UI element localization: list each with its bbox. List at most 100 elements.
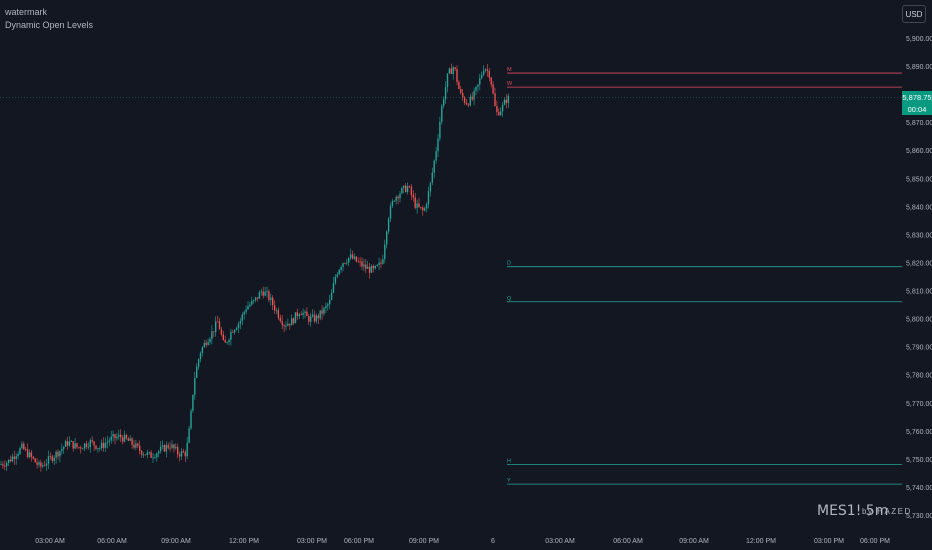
candle-body [454, 67, 456, 70]
candle-body [486, 69, 489, 71]
candle-body [424, 208, 426, 211]
candle-body [456, 69, 458, 82]
candle-body [42, 465, 44, 467]
price-axis-label: 5,860.00 [906, 148, 932, 155]
candle-body [418, 203, 420, 207]
candle-body [357, 261, 359, 263]
candle-body [279, 317, 281, 322]
candle-body [131, 438, 133, 445]
candle-body [380, 262, 382, 264]
candle-body [144, 454, 147, 456]
candle-body [232, 331, 234, 333]
candle-body [99, 448, 101, 449]
candle-body [95, 445, 97, 449]
candle-body [452, 67, 454, 74]
candle-body [182, 451, 185, 453]
candle-body [367, 266, 369, 269]
candle-body [399, 193, 401, 199]
candle-body [368, 266, 371, 273]
open-level-label: H [507, 458, 511, 464]
candle-body [289, 323, 291, 326]
candle-body [264, 291, 266, 296]
candle-body [45, 463, 48, 466]
candle-body [270, 297, 272, 301]
candle-body [338, 269, 340, 275]
candle-body [101, 442, 103, 449]
candle-body [6, 462, 8, 467]
candle-body [285, 325, 287, 327]
candle-body [26, 449, 29, 458]
candle-body [61, 448, 63, 452]
candle-body [273, 305, 276, 311]
candle-body [152, 457, 154, 459]
candle-body [205, 342, 207, 345]
candle-body [125, 434, 128, 439]
candle-body [387, 218, 390, 232]
candle-body [435, 151, 437, 161]
candle-body [473, 90, 475, 100]
candle-body [173, 444, 175, 449]
time-axis-label: 06:00 PM [344, 538, 374, 545]
open-level-label: D [507, 261, 511, 267]
indicator-label[interactable]: Dynamic Open Levels [5, 20, 94, 30]
candle-body [342, 263, 344, 267]
candle-body [80, 447, 82, 449]
candle-body [467, 104, 470, 106]
candle-body [475, 86, 477, 91]
candle-body [165, 445, 167, 452]
price-axis-label: 5,730.00 [906, 513, 932, 520]
candle-body [171, 444, 173, 448]
candle-body [365, 264, 367, 269]
candle-body [262, 291, 264, 296]
candle-body [7, 459, 10, 463]
candle-body [150, 452, 152, 458]
price-axis-label: 5,780.00 [906, 373, 932, 380]
candle-body [334, 276, 337, 283]
candle-body [304, 311, 306, 313]
candle-body [319, 310, 321, 319]
candle-body [439, 121, 441, 139]
candle-body [462, 92, 464, 98]
price-axis-label: 5,750.00 [906, 457, 932, 464]
candle-body [249, 304, 251, 307]
candle-body [490, 77, 492, 85]
candle-body [192, 394, 194, 411]
price-axis-label: 5,800.00 [906, 317, 932, 324]
candle-body [196, 366, 198, 378]
candle-body [25, 449, 27, 450]
candle-body [340, 266, 342, 270]
candle-body [53, 457, 55, 461]
open-levels: M W D Q H Y [0, 67, 902, 485]
candle-body [237, 323, 240, 329]
candle-body [97, 448, 99, 449]
candle-body [148, 452, 150, 454]
price-axis-label: 5,740.00 [906, 485, 932, 492]
candle-body [34, 458, 36, 463]
price-axis-label: 5,820.00 [906, 260, 932, 267]
candle-body [213, 331, 215, 333]
candle-body [120, 434, 122, 438]
candle-body [51, 456, 53, 461]
candle-body [110, 436, 112, 441]
candle-body [431, 172, 433, 183]
candle-body [313, 314, 316, 322]
candle-body [397, 196, 399, 199]
candle-body [19, 448, 21, 454]
candle-body [477, 84, 479, 87]
candle-body [406, 186, 409, 192]
candle-body [298, 314, 300, 317]
candle-body [359, 261, 361, 263]
open-level-label: Q [507, 296, 512, 302]
candle-body [190, 410, 192, 429]
candle-body [481, 74, 483, 79]
currency-button[interactable]: USD [902, 5, 926, 23]
candle-body [167, 445, 169, 448]
candle-body [429, 182, 432, 192]
candle-series [0, 63, 509, 472]
candle-body [498, 111, 500, 116]
candle-body [405, 185, 407, 192]
candle-body [251, 300, 253, 305]
candle-body [137, 443, 139, 446]
time-axis[interactable]: 03:00 AM 06:00 AM 09:00 AM 12:00 PM 03:00 PM… [35, 538, 890, 545]
